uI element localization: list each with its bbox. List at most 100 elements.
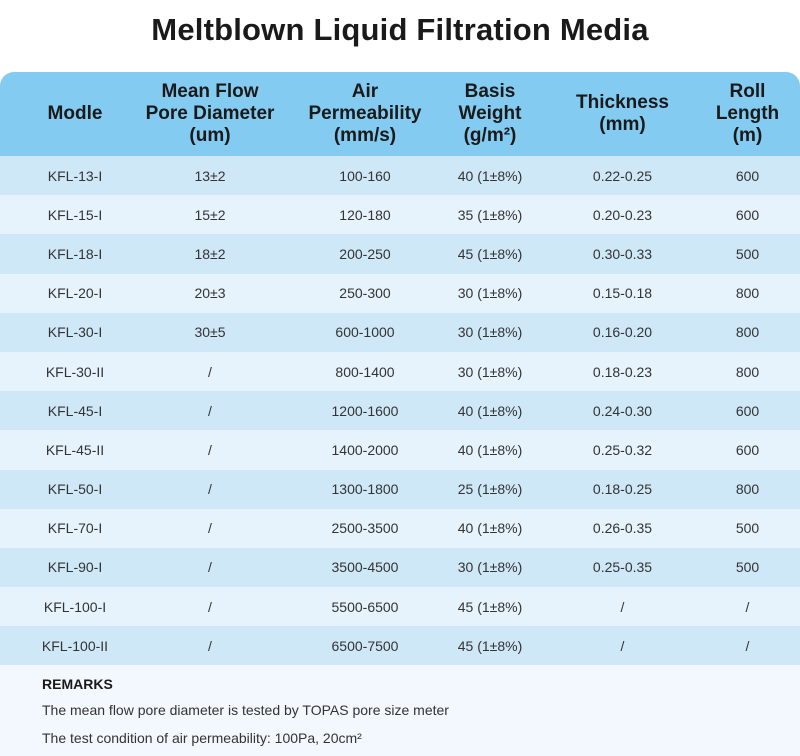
cell-pore-diameter: / bbox=[208, 598, 212, 615]
cell-pore-diameter: 30±5 bbox=[194, 324, 226, 341]
table-row: KFL-45-I / 1200-1600 40 (1±8%) 0.24-0.30 600 bbox=[0, 391, 800, 431]
header-label: (mm/s) bbox=[333, 125, 397, 146]
header-label: Weight bbox=[458, 103, 522, 124]
header-label: Basis bbox=[464, 81, 516, 102]
header-pore-diameter: Mean Flow Pore Diameter (um) bbox=[140, 72, 280, 156]
cell-basis-weight: 45 (1±8%) bbox=[457, 637, 523, 654]
cell-pore-diameter: / bbox=[208, 520, 212, 537]
cell-pore-diameter: / bbox=[208, 559, 212, 576]
cell-roll-length: 600 bbox=[735, 206, 760, 223]
table-row: KFL-50-I / 1300-1800 25 (1±8%) 0.18-0.25 800 bbox=[0, 469, 800, 509]
header-label: (g/m²) bbox=[463, 125, 517, 146]
cell-basis-weight: 45 (1±8%) bbox=[457, 245, 523, 262]
cell-model: KFL-30-II bbox=[45, 363, 105, 380]
cell-thickness: 0.25-0.35 bbox=[592, 559, 653, 576]
cell-roll-length: / bbox=[745, 598, 750, 615]
cell-basis-weight: 30 (1±8%) bbox=[457, 363, 523, 380]
cell-model: KFL-45-II bbox=[45, 441, 105, 458]
cell-air-permeability: 3500-4500 bbox=[331, 559, 399, 576]
cell-basis-weight: 40 (1±8%) bbox=[457, 167, 523, 184]
cell-thickness: 0.20-0.23 bbox=[592, 206, 653, 223]
header-modle: Modle bbox=[0, 72, 150, 156]
cell-air-permeability: 800-1400 bbox=[335, 363, 395, 380]
cell-pore-diameter: / bbox=[208, 481, 212, 498]
cell-pore-diameter: / bbox=[208, 363, 212, 380]
header-basis-weight: Basis Weight (g/m²) bbox=[430, 72, 550, 156]
table-row: KFL-45-II / 1400-2000 40 (1±8%) 0.25-0.32 600 bbox=[0, 430, 800, 470]
cell-roll-length: 800 bbox=[735, 324, 760, 341]
header-label: Length bbox=[715, 103, 780, 124]
table-header: Modle Mean Flow Pore Diameter (um) Air P… bbox=[0, 72, 800, 156]
cell-basis-weight: 40 (1±8%) bbox=[457, 520, 523, 537]
cell-model: KFL-70-I bbox=[47, 520, 103, 537]
cell-air-permeability: 5500-6500 bbox=[331, 598, 399, 615]
cell-model: KFL-13-I bbox=[47, 167, 103, 184]
cell-air-permeability: 250-300 bbox=[339, 285, 391, 302]
table-row: KFL-30-II / 800-1400 30 (1±8%) 0.18-0.23 800 bbox=[0, 351, 800, 392]
header-roll-length: Roll Length (m) bbox=[695, 72, 800, 156]
header-label: Pore Diameter bbox=[145, 103, 275, 124]
cell-air-permeability: 600-1000 bbox=[335, 324, 395, 341]
cell-basis-weight: 45 (1±8%) bbox=[457, 598, 523, 615]
table-row: KFL-70-I / 2500-3500 40 (1±8%) 0.26-0.35 500 bbox=[0, 508, 800, 548]
cell-roll-length: / bbox=[745, 637, 750, 654]
header-air-permeability: Air Permeability (mm/s) bbox=[290, 72, 440, 156]
cell-basis-weight: 25 (1±8%) bbox=[457, 481, 523, 498]
table-row: KFL-18-I 18±2 200-250 45 (1±8%) 0.30-0.33 500 bbox=[0, 234, 800, 274]
cell-model: KFL-100-II bbox=[41, 637, 109, 654]
cell-thickness: 0.18-0.23 bbox=[592, 363, 653, 380]
cell-model: KFL-45-I bbox=[47, 402, 103, 419]
cell-pore-diameter: 15±2 bbox=[194, 206, 226, 223]
cell-pore-diameter: / bbox=[208, 637, 212, 654]
cell-thickness: 0.18-0.25 bbox=[592, 481, 653, 498]
cell-roll-length: 600 bbox=[735, 402, 760, 419]
cell-air-permeability: 1400-2000 bbox=[331, 441, 399, 458]
cell-air-permeability: 1200-1600 bbox=[331, 402, 399, 419]
cell-model: KFL-50-I bbox=[47, 481, 103, 498]
remarks-title: REMARKS bbox=[42, 676, 113, 692]
cell-thickness: 0.22-0.25 bbox=[592, 167, 653, 184]
cell-roll-length: 500 bbox=[735, 559, 760, 576]
cell-thickness: 0.24-0.30 bbox=[592, 402, 653, 419]
cell-roll-length: 600 bbox=[735, 167, 760, 184]
cell-pore-diameter: 20±3 bbox=[194, 285, 226, 302]
table-row: KFL-100-II / 6500-7500 45 (1±8%) / / bbox=[0, 626, 800, 666]
header-label: Air bbox=[351, 81, 379, 102]
remarks-section: REMARKS The mean flow pore diameter is t… bbox=[42, 673, 782, 751]
header-thickness: Thickness (mm) bbox=[545, 72, 700, 156]
cell-model: KFL-100-I bbox=[43, 598, 107, 615]
cell-basis-weight: 30 (1±8%) bbox=[457, 324, 523, 341]
cell-basis-weight: 35 (1±8%) bbox=[457, 206, 523, 223]
cell-pore-diameter: / bbox=[208, 441, 212, 458]
header-label: Thickness bbox=[576, 92, 669, 113]
header-label: (m) bbox=[732, 125, 763, 146]
spec-table: Modle Mean Flow Pore Diameter (um) Air P… bbox=[0, 72, 800, 756]
cell-thickness: / bbox=[620, 637, 625, 654]
cell-roll-length: 800 bbox=[735, 481, 760, 498]
cell-air-permeability: 200-250 bbox=[339, 245, 391, 262]
cell-thickness: 0.26-0.35 bbox=[592, 520, 653, 537]
cell-air-permeability: 100-160 bbox=[339, 167, 391, 184]
cell-roll-length: 800 bbox=[735, 285, 760, 302]
page-title: Meltblown Liquid Filtration Media bbox=[151, 12, 649, 47]
cell-model: KFL-30-I bbox=[47, 324, 103, 341]
cell-model: KFL-90-I bbox=[47, 559, 103, 576]
cell-air-permeability: 2500-3500 bbox=[331, 520, 399, 537]
table-row: KFL-13-I 13±2 100-160 40 (1±8%) 0.22-0.25 600 bbox=[0, 156, 800, 196]
cell-roll-length: 600 bbox=[735, 441, 760, 458]
header-label: Modle bbox=[47, 103, 103, 124]
cell-thickness: 0.30-0.33 bbox=[592, 245, 653, 262]
cell-basis-weight: 30 (1±8%) bbox=[457, 559, 523, 576]
cell-pore-diameter: 13±2 bbox=[194, 167, 226, 184]
cell-thickness: / bbox=[620, 598, 625, 615]
header-label: Permeability bbox=[308, 103, 422, 124]
table-body: KFL-13-I 13±2 100-160 40 (1±8%) 0.22-0.25 600… bbox=[0, 156, 800, 666]
table-row: KFL-30-I 30±5 600-1000 30 (1±8%) 0.16-0.20 80… bbox=[0, 312, 800, 352]
table-row: KFL-15-I 15±2 120-180 35 (1±8%) 0.20-0.23 600 bbox=[0, 195, 800, 235]
cell-pore-diameter: 18±2 bbox=[194, 245, 226, 262]
header-label: Mean Flow bbox=[161, 81, 259, 102]
cell-model: KFL-18-I bbox=[47, 245, 103, 262]
cell-thickness: 0.15-0.18 bbox=[592, 285, 653, 302]
header-label: Roll bbox=[729, 81, 766, 102]
cell-basis-weight: 40 (1±8%) bbox=[457, 441, 523, 458]
